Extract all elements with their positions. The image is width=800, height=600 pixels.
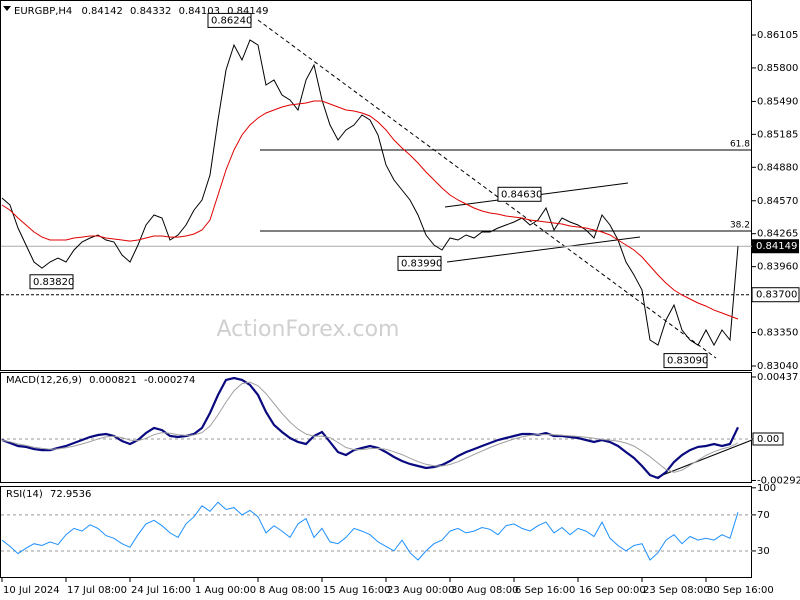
x-tick-label: 15 Aug 16:00 [323, 585, 390, 596]
fib-label: 61.8 [730, 140, 750, 150]
y-tick-label: 100 [757, 483, 776, 494]
x-tick-label: 6 Sep 16:00 [515, 585, 575, 596]
open: 0.84142 [81, 6, 122, 17]
symbol: EURGBP,H4 [14, 6, 72, 17]
series-line [1, 376, 739, 480]
watermark: ActionForex.com [217, 317, 400, 342]
level-box [751, 287, 800, 303]
series-line [1, 100, 739, 320]
x-tick-label: 30 Sep 16:00 [707, 585, 774, 596]
y-tick-label: 0.86105 [757, 30, 798, 41]
x-tick-label: 16 Sep 00:00 [579, 585, 646, 596]
price-title: EURGBP,H4 0.84142 0.84332 0.84103 0.8414… [14, 6, 268, 17]
y-tick-label: 0.84880 [757, 162, 798, 173]
y-tick-label: 0.85490 [757, 96, 798, 107]
swing-box [207, 12, 252, 28]
y-tick-label: 0.85185 [757, 129, 798, 140]
close: 0.84149 [227, 6, 268, 17]
swing-label: 0.83820 [33, 277, 74, 288]
y-tick-box [752, 432, 784, 446]
x-tick-label: 23 Sep 08:00 [643, 585, 710, 596]
x-tick-label: 30 Aug 08:00 [451, 585, 518, 596]
swing-label: 0.83090 [667, 356, 708, 367]
swing-box [397, 255, 442, 271]
macd-title: MACD(12,26,9) 0.000821 -0.000274 [6, 375, 195, 386]
current-price-box [752, 239, 799, 254]
y-tick-label: 0.00437 [757, 372, 798, 383]
indicator: RSI(14) [6, 489, 43, 500]
swing-label: 0.84630 [501, 189, 542, 200]
menu-icon [3, 6, 11, 11]
y-tick-label: 0.85800 [757, 63, 798, 74]
x-tick-label: 24 Jul 16:00 [131, 585, 191, 596]
y-tick-label: 0.83040 [757, 361, 798, 372]
y-tick-label: -0.002922 [757, 475, 800, 486]
series-line [1, 501, 739, 561]
swing-box [663, 353, 708, 369]
x-tick-label: 23 Aug 00:00 [387, 585, 454, 596]
swing-box [29, 274, 74, 290]
level-label: 0.83700 [756, 290, 797, 301]
y-tick-label: 0.83960 [757, 262, 798, 273]
x-tick-label: 10 Jul 2024 [3, 585, 60, 596]
signal-value: -0.000274 [144, 375, 195, 386]
y-tick-label: 0.84265 [757, 229, 798, 240]
macd-value: 0.000821 [89, 375, 137, 386]
swing-label: 0.86240 [211, 15, 252, 26]
rsi-panel [0, 486, 752, 578]
rsi-title: RSI(14) 72.9536 [6, 489, 91, 500]
y-tick-label: 0.00 [757, 434, 779, 445]
y-tick-label: 70 [757, 510, 770, 521]
indicator: MACD(12,26,9) [6, 375, 82, 386]
channel-line [446, 236, 641, 263]
x-tick-label: 17 Jul 08:00 [67, 585, 127, 596]
y-tick-label: 0.83350 [757, 328, 798, 339]
series-line [1, 381, 739, 473]
rsi-value: 72.9536 [50, 489, 91, 500]
swing-box [497, 186, 542, 202]
x-tick-label: 1 Aug 00:00 [195, 585, 256, 596]
y-tick-label: 0.84570 [757, 196, 798, 207]
x-tick-label: 8 Aug 08:00 [259, 585, 320, 596]
swing-label: 0.83990 [401, 258, 442, 269]
current-price-label: 0.84149 [756, 241, 797, 252]
price-panel [0, 0, 752, 371]
fib-label: 38.2 [730, 221, 750, 231]
macd-panel [0, 372, 752, 483]
y-tick-label: 30 [757, 546, 770, 557]
trend-line [257, 19, 717, 359]
high: 0.84332 [130, 6, 171, 17]
series-line [1, 39, 739, 347]
low: 0.84103 [179, 6, 220, 17]
